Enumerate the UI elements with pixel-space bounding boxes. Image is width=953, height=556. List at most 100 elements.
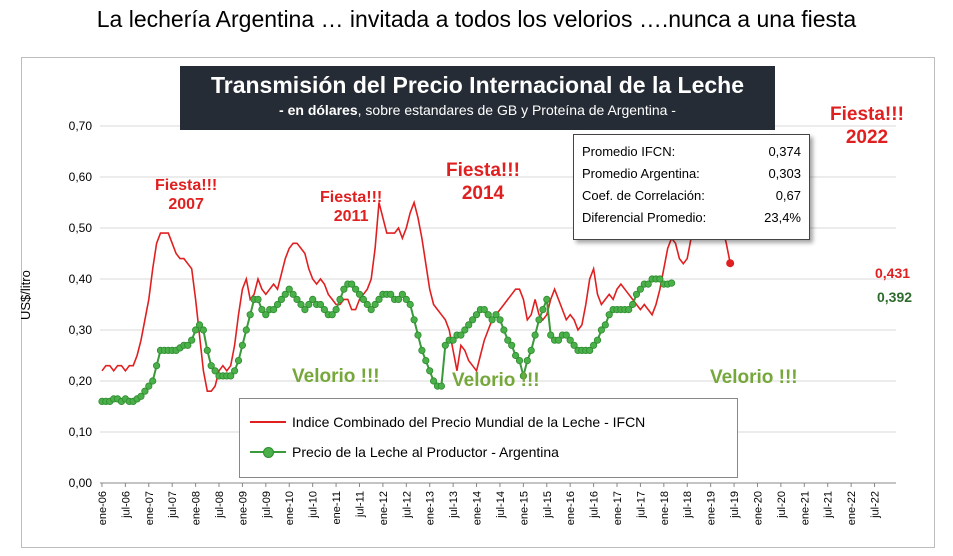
y-tick-label: 0,30 [69,323,93,337]
legend-label: Precio de la Leche al Productor - Argent… [292,444,559,460]
argentina-point [457,331,465,339]
argentina-point [422,356,430,365]
argentina-point [301,305,309,314]
legend-item-ifcn: Indice Combinado del Precio Mundial de l… [250,407,727,437]
ifcn-line [101,151,731,392]
argentina-point [231,367,239,375]
annotation-year: 2022 [845,126,889,148]
y-tick-label: 0,70 [69,119,93,133]
x-tick-label: jul-20 [776,491,788,519]
annotation-fiesta-2011: Fiesta!!! 2011 [320,188,382,226]
x-tick-label: jul-07 [167,491,179,519]
stat-row: Promedio Argentina: 0,303 [582,163,801,185]
argentina-point [566,336,574,344]
x-tick-label: jul-15 [542,491,554,519]
annotation-velorio-2009: Velorio !!! [292,366,380,387]
argentina-point [242,326,250,334]
x-tick-label: jul-12 [401,491,413,519]
argentina-point [414,331,422,339]
argentina-point [246,311,254,319]
annotation-year: 2007 [168,196,204,214]
argentina-point [601,321,609,329]
argentina-point [153,362,161,370]
argentina-point [328,311,336,319]
argentina-point [500,326,508,334]
argentina-point [515,356,524,365]
x-tick-label: jul-14 [495,491,507,519]
argentina-point [597,326,606,334]
subtitle-rest: , sobre estandares de GB y Proteína de A… [357,102,676,118]
x-tick-label: ene-06 [97,491,109,525]
x-tick-label: ene-13 [425,491,437,525]
chart-subtitle: - en dólares, sobre estandares de GB y P… [180,102,775,118]
argentina-point [398,290,406,298]
argentina-point [531,331,539,339]
argentina-point [632,290,641,298]
argentina-point [484,311,492,319]
argentina-point [605,311,613,319]
argentina-point [149,377,157,385]
x-tick-label: jul-16 [589,491,601,519]
argentina-point [402,295,410,303]
x-tick-label: jul-19 [729,491,741,519]
argentina-point [394,295,403,303]
x-tick-label: ene-08 [191,491,203,525]
y-tick-label: 0,40 [69,272,93,286]
x-tick-label: ene-16 [565,491,577,525]
stats-box: Promedio IFCN: 0,374 Promedio Argentina: 0… [573,134,810,240]
x-tick-label: jul-21 [823,491,835,519]
annotation-velorio-2016: Velorio !!! [452,370,540,391]
argentina-point [285,285,293,293]
slide-title: La lechería Argentina … invitada a todos… [96,6,857,32]
x-tick-label: ene-21 [799,491,811,525]
stat-label: Promedio Argentina: [582,166,700,181]
x-tick-label: ene-09 [237,491,249,525]
argentina-point [480,305,488,314]
argentina-point [348,280,356,288]
stat-value: 0,303 [768,166,801,181]
stat-row: Coef. de Correlación: 0,67 [582,185,801,207]
argentina-point [511,351,520,360]
argentina-point [359,295,367,303]
annotation-year: 2014 [461,182,505,204]
argentina-point [429,377,438,385]
argentina-point [547,331,555,339]
y-tick-labels: 0,00 0,10 0,20 0,30 0,40 0,50 0,60 0,70 [69,119,93,490]
argentina-point [137,392,145,400]
argentina-point [523,356,531,365]
argentina-point [141,387,149,395]
chart-legend: Indice Combinado del Precio Mundial de l… [239,398,738,478]
argentina-point [667,279,676,287]
stat-row: Promedio IFCN: 0,374 [582,141,801,163]
annotation-fiesta-2022: Fiesta!!! 2022 [830,104,904,150]
x-tick-label: ene-12 [378,491,390,525]
argentina-point [254,295,262,303]
y-tick-label: 0,00 [69,476,93,490]
annotation-year: 2011 [333,208,369,226]
argentina-point [367,305,375,314]
argentina-point [289,290,297,298]
argentina-point [406,300,414,309]
x-tick-label: jul-08 [214,491,226,519]
argentina-point [203,346,211,354]
x-tick-label: jul-18 [682,491,694,519]
legend-marker-icon [250,447,286,458]
argentina-point [492,311,500,319]
argentina-point [269,305,278,314]
annotation-text: Fiesta!!! [155,177,218,194]
argentina-point [238,341,246,349]
argentina-point [554,336,563,344]
argentina-point [461,326,469,334]
annotation-velorio-2019: Velorio !!! [710,367,798,388]
argentina-point [227,372,235,380]
x-tick-label: jul-17 [635,491,647,519]
argentina-point [207,362,215,370]
x-tick-label: jul-10 [308,491,320,519]
argentina-point [589,341,598,349]
stat-row: Diferencial Promedio: 23,4% [582,207,801,229]
annotation-text: Fiesta!!! [320,189,383,206]
argentina-point [258,305,266,314]
ifcn-last-point [726,259,735,268]
chart-title-box: Transmisión del Precio Internacional de … [180,66,775,130]
x-tick-label: ene-11 [331,491,343,524]
